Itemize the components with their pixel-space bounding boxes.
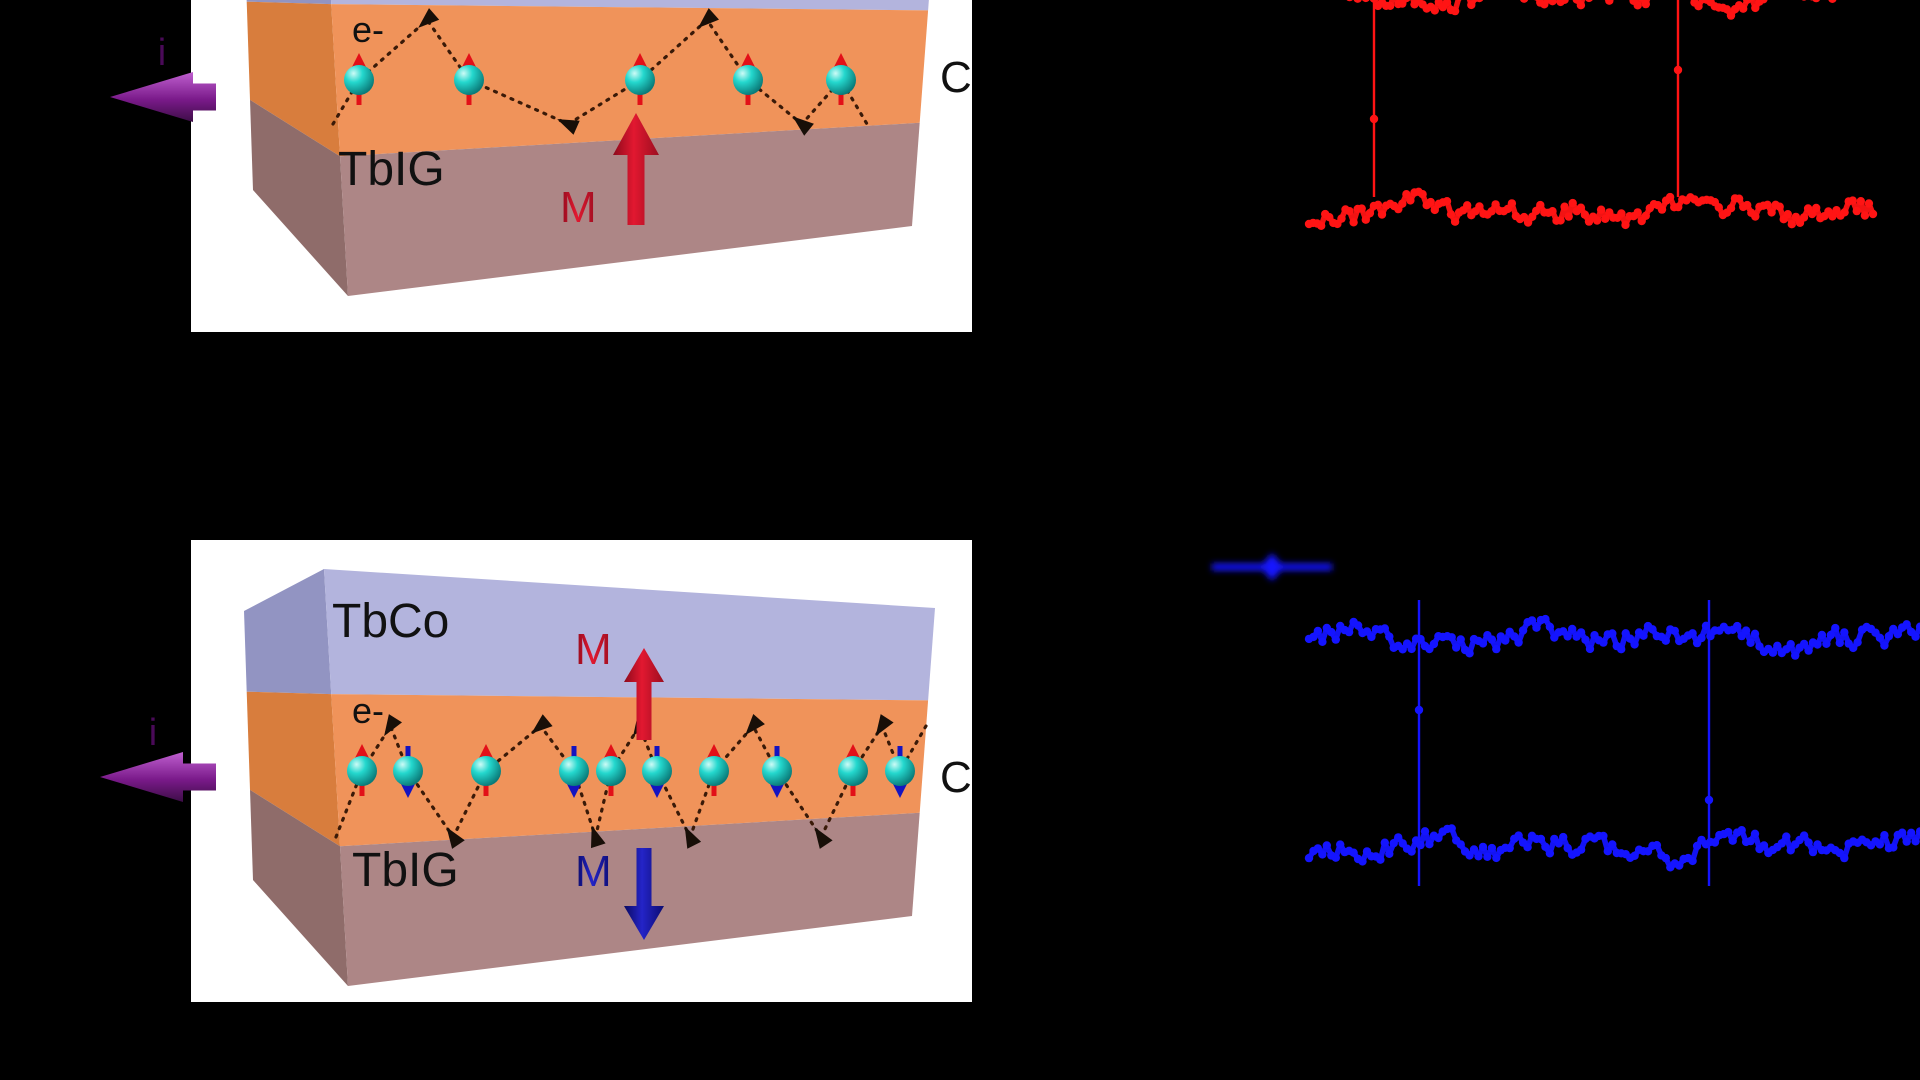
svg-text:i: i <box>158 32 166 74</box>
svg-text:i: i <box>149 712 157 754</box>
